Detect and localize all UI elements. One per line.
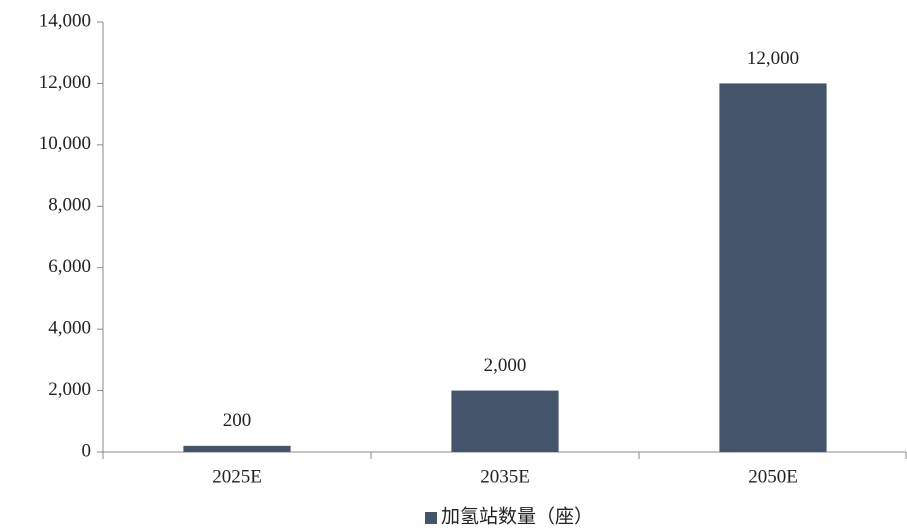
y-tick-label: 10,000 — [39, 133, 91, 154]
bar — [451, 390, 559, 452]
legend-swatch — [425, 512, 437, 524]
y-tick-label: 4,000 — [48, 318, 91, 339]
data-label: 200 — [223, 410, 252, 431]
x-tick-label: 2050E — [748, 466, 798, 487]
y-tick-label: 2,000 — [48, 379, 91, 400]
bar — [183, 445, 291, 452]
legend-label: 加氢站数量（座） — [441, 505, 593, 527]
y-tick-label: 8,000 — [48, 195, 91, 216]
bar — [719, 83, 827, 452]
y-tick-label: 12,000 — [39, 72, 91, 93]
x-tick-label: 2035E — [480, 466, 530, 487]
y-tick-label: 0 — [82, 440, 92, 461]
y-tick-label: 14,000 — [39, 10, 91, 31]
y-tick-label: 6,000 — [48, 256, 91, 277]
x-tick-label: 2025E — [212, 466, 262, 487]
data-label: 12,000 — [747, 48, 799, 69]
data-label: 2,000 — [484, 355, 527, 376]
